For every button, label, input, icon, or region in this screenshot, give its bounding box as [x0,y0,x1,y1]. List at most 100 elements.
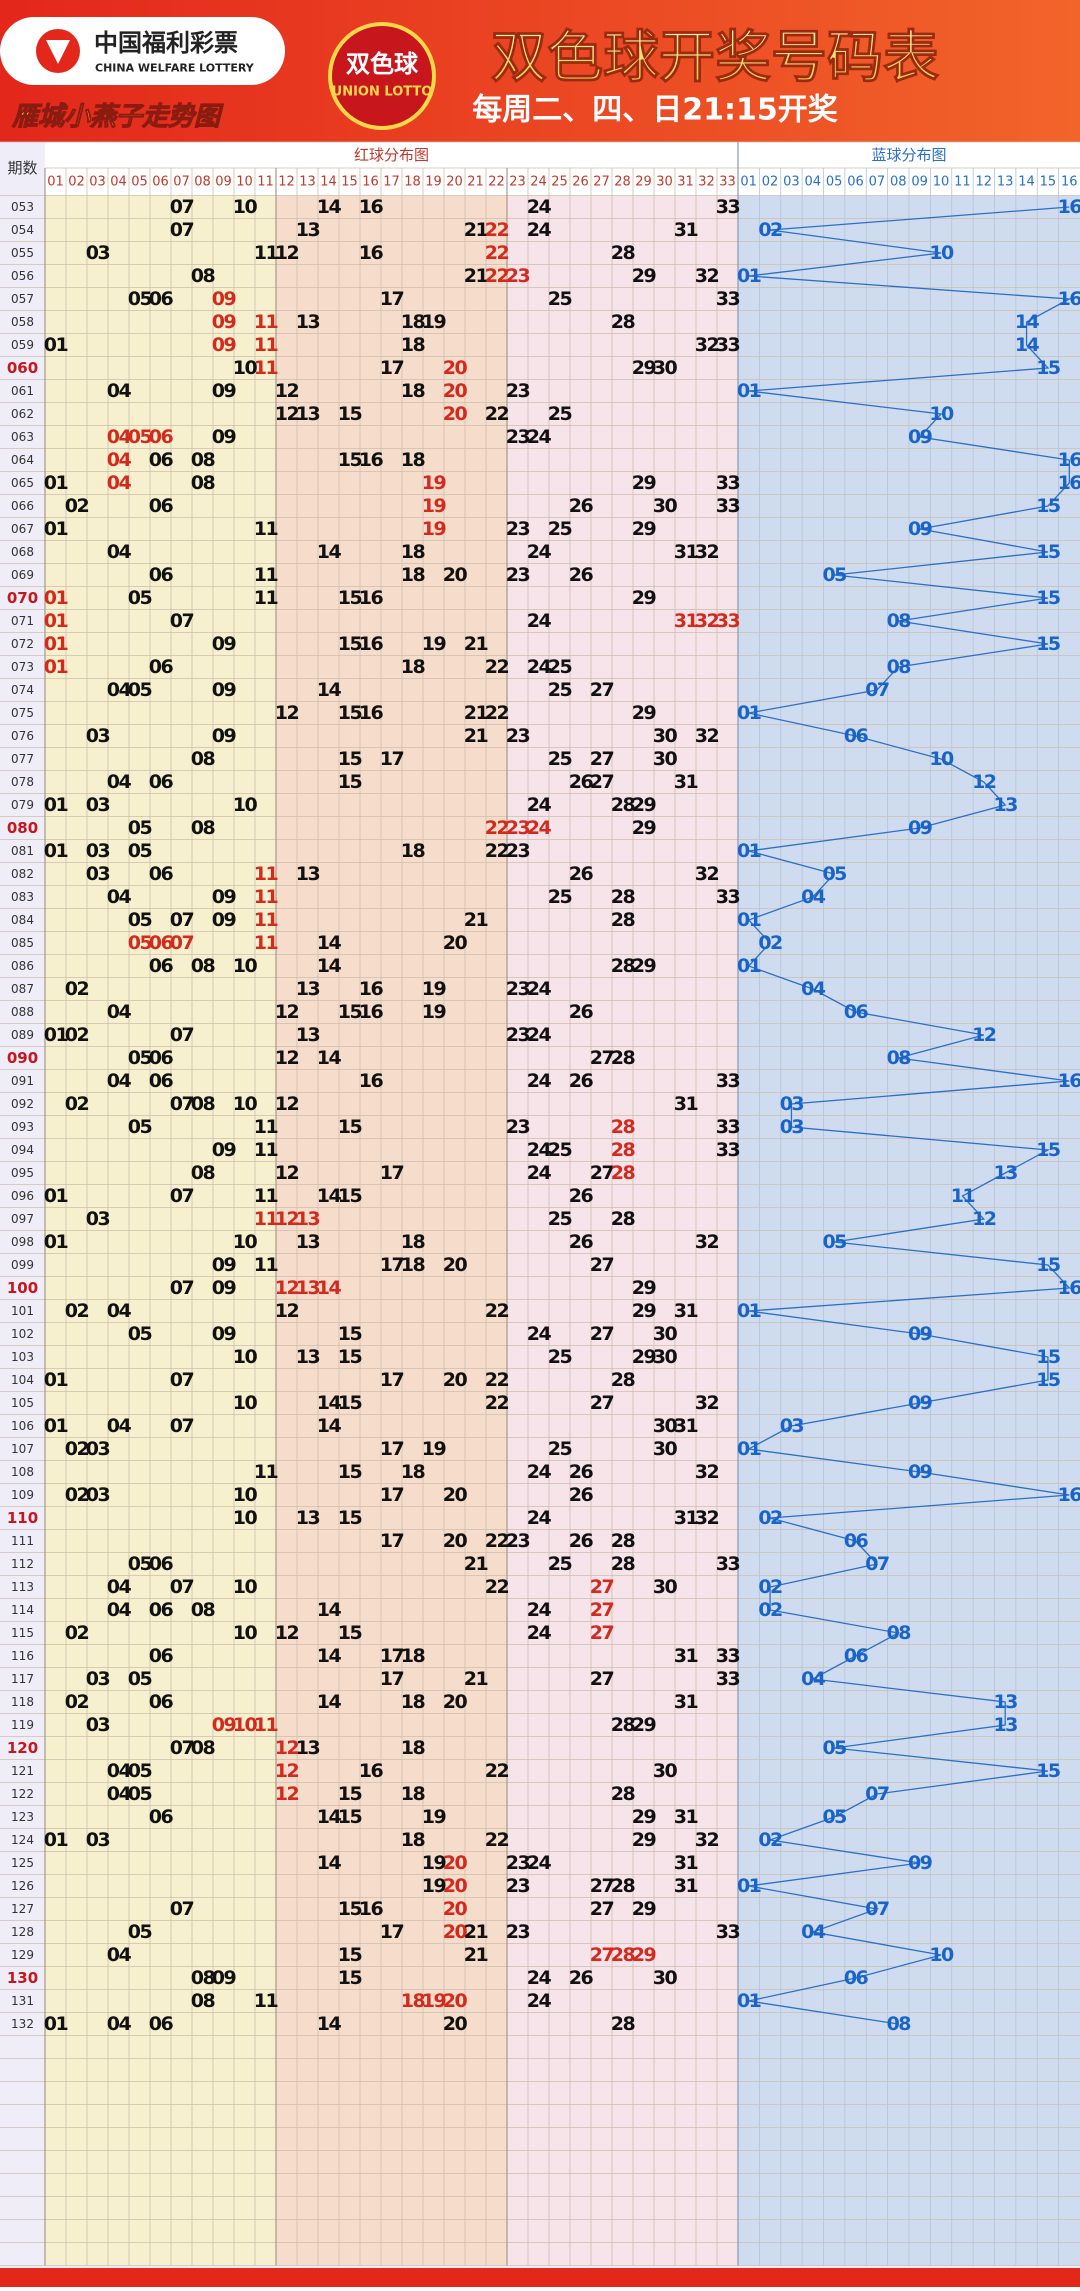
red-ball: 15 [338,1346,362,1368]
period: 075 [11,706,34,720]
red-ball: 15 [338,633,362,655]
period: 132 [11,2017,34,2031]
red-ball: 03 [86,1829,110,1851]
red-ball: 23 [506,380,530,402]
red-ball: 26 [569,1001,594,1023]
red-ball: 18 [401,1829,426,1851]
red-ball: 10 [233,1576,258,1598]
period: 120 [7,1739,38,1757]
red-ball: 10 [233,1714,258,1736]
red-ball: 32 [695,863,719,885]
period: 125 [11,1856,34,1870]
red-ball: 15 [338,1967,362,1989]
red-ball: 15 [338,771,362,793]
period: 127 [11,1902,34,1916]
red-ball: 17 [380,1530,404,1552]
red-ball: 33 [716,1139,740,1161]
red-ball: 16 [359,978,384,1000]
blue-ball: 04 [801,1668,826,1690]
red-ball: 22 [485,242,509,264]
red-ball: 10 [233,1392,258,1414]
red-ball: 31 [674,1806,698,1828]
blue-column-label: 05 [826,174,843,189]
red-ball: 19 [422,1438,446,1460]
period: 108 [11,1465,34,1479]
red-ball: 19 [422,1875,446,1897]
red-ball: 11 [254,357,278,379]
red-ball: 08 [191,817,216,839]
red-ball: 17 [380,1645,404,1667]
subtitle: 每周二、四、日21:15开奖 [472,93,838,128]
period: 099 [11,1258,34,1272]
red-ball: 17 [380,1668,404,1690]
red-ball: 12 [275,1300,299,1322]
red-ball: 12 [275,380,299,402]
red-ball: 29 [632,1346,656,1368]
blue-ball: 13 [993,794,1017,816]
red-ball: 05 [128,1323,152,1345]
red-ball: 24 [527,1967,552,1989]
red-ball: 16 [359,1760,384,1782]
blue-ball: 07 [865,1553,889,1575]
period: 083 [11,890,34,904]
red-ball: 11 [254,311,278,333]
blue-ball: 02 [758,1599,782,1621]
red-ball: 04 [107,1783,132,1805]
red-ball: 18 [401,1231,426,1253]
blue-ball: 15 [1036,1369,1060,1391]
red-ball: 23 [506,426,530,448]
red-ball: 28 [611,886,636,908]
blue-ball: 16 [1058,196,1080,218]
red-ball: 16 [359,587,384,609]
red-ball: 16 [359,196,384,218]
blue-ball: 15 [1036,1139,1060,1161]
red-ball: 17 [380,748,404,770]
red-ball: 25 [548,886,572,908]
red-ball: 23 [506,1024,530,1046]
red-ball: 24 [527,219,552,241]
red-ball: 14 [317,2013,342,2035]
red-ball: 29 [632,357,656,379]
red-column-label: 32 [698,174,715,189]
red-ball: 08 [191,472,216,494]
red-ball: 07 [170,1369,194,1391]
red-ball: 24 [527,794,552,816]
period: 109 [11,1488,34,1502]
red-ball: 29 [632,1714,656,1736]
red-ball: 07 [170,909,194,931]
filler [0,2265,1080,2268]
red-ball: 29 [632,1300,656,1322]
red-ball: 02 [65,1438,89,1460]
red-ball: 27 [590,1944,614,1966]
red-ball: 31 [674,1875,698,1897]
red-ball: 13 [296,978,320,1000]
period: 072 [11,637,34,651]
red-ball: 29 [632,1898,656,1920]
red-ball: 03 [86,863,110,885]
period: 092 [11,1097,34,1111]
red-ball: 18 [401,840,426,862]
red-ball: 29 [632,1806,656,1828]
red-ball: 13 [296,1024,320,1046]
red-ball: 25 [548,679,572,701]
red-ball: 32 [695,1461,719,1483]
blue-column-label: 12 [976,174,993,189]
red-ball: 15 [338,1507,362,1529]
red-ball: 11 [254,334,278,356]
red-ball: 15 [338,1622,362,1644]
red-ball: 24 [527,1507,552,1529]
red-ball: 09 [212,1323,236,1345]
red-ball: 27 [590,1622,614,1644]
red-ball: 16 [359,702,384,724]
red-ball: 31 [674,771,698,793]
red-ball: 06 [149,288,174,310]
red-ball: 21 [464,219,488,241]
period: 122 [11,1787,34,1801]
blue-ball: 13 [993,1714,1017,1736]
red-ball: 31 [674,1691,698,1713]
red-ball: 18 [401,1645,426,1667]
red-ball: 19 [422,633,446,655]
blue-ball: 09 [908,1461,932,1483]
red-ball: 27 [590,1392,614,1414]
red-ball: 24 [527,1990,552,2012]
